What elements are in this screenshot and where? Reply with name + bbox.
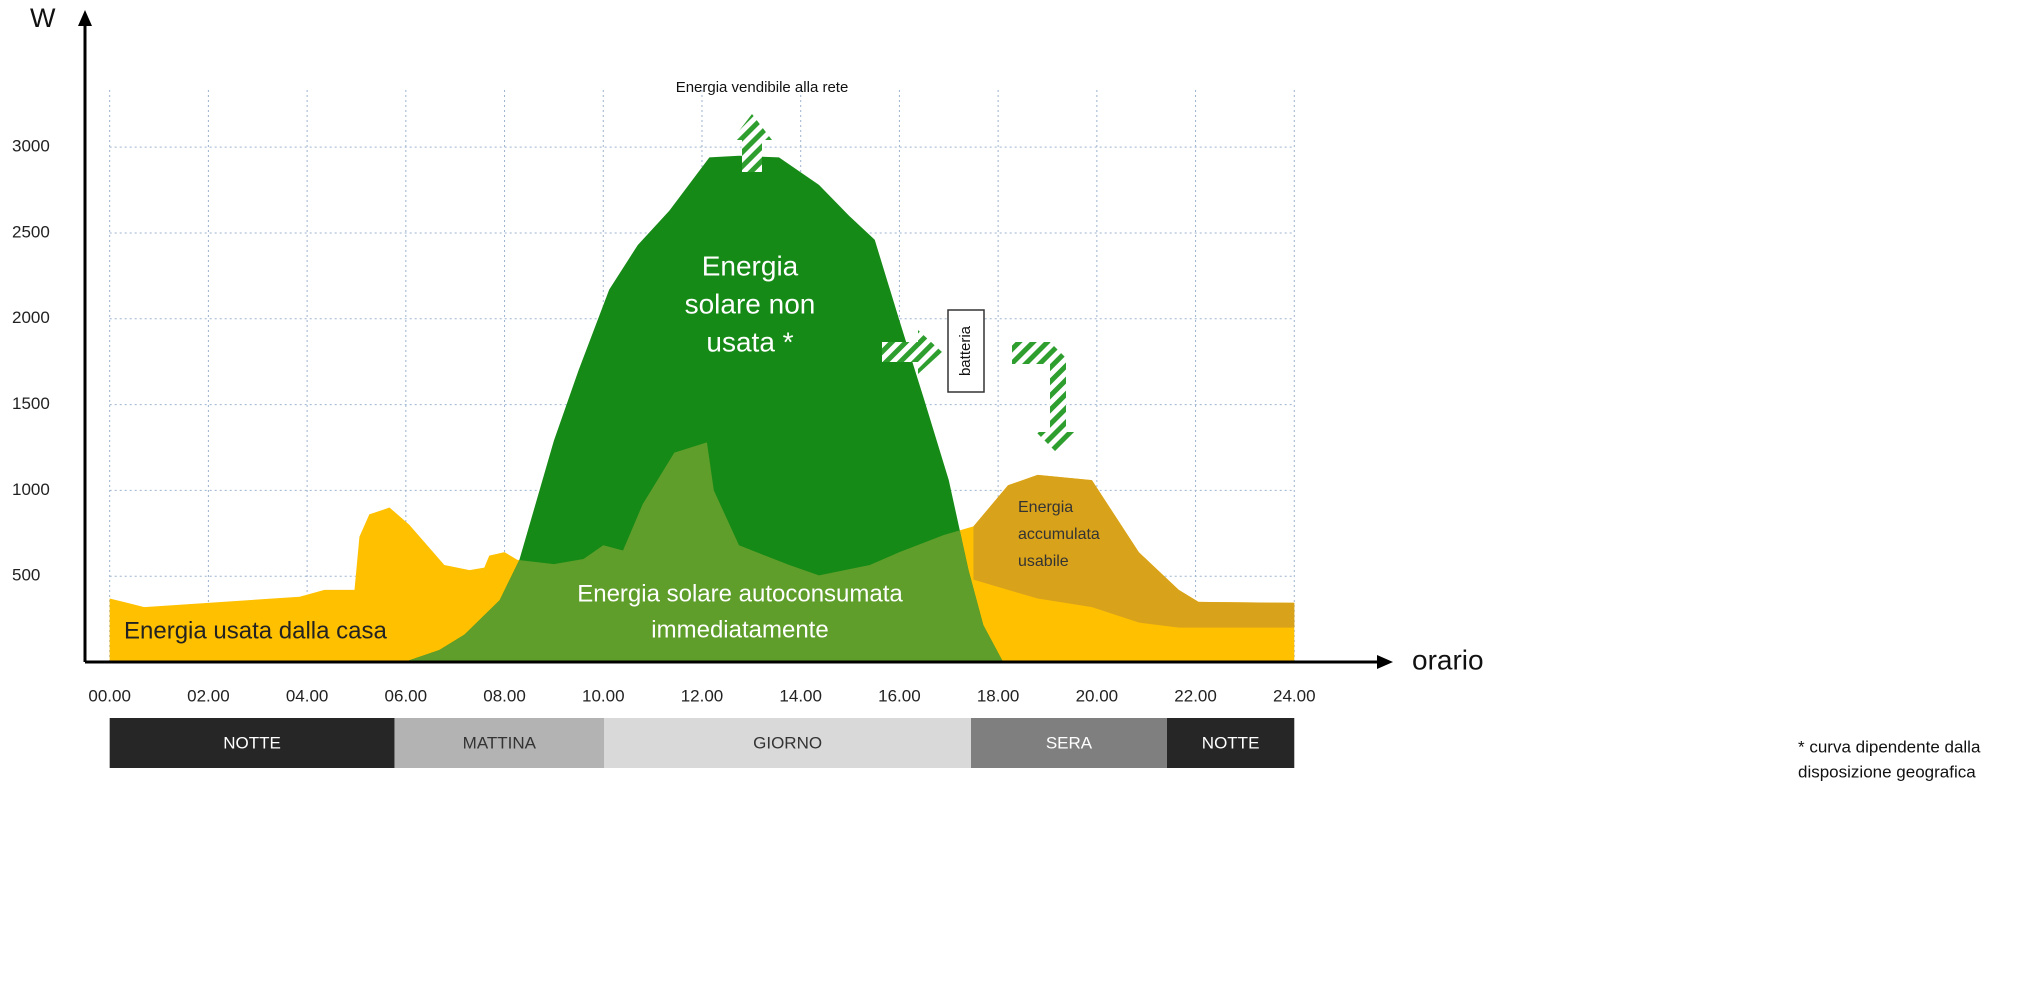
- period-band: [604, 718, 971, 768]
- annotation: batteria: [957, 325, 974, 376]
- labels: 500 1000 1500 2000 2500 3000 00.00 02.00 04.00 06…: [12, 3, 1981, 781]
- period-band: [970, 718, 1167, 768]
- y-tick-label: 2500: [12, 222, 50, 241]
- annotation: Energia vendibile alla rete: [676, 79, 849, 96]
- x-tick-label: 18.00: [977, 686, 1020, 705]
- x-tick-label: 06.00: [385, 686, 428, 705]
- x-tick-label: 12.00: [681, 686, 724, 705]
- series-label: solare non: [685, 288, 816, 319]
- period-label: MATTINA: [463, 733, 537, 752]
- x-tick-label: 00.00: [88, 686, 131, 705]
- note: * curva dipendente dalla: [1798, 737, 1981, 756]
- x-tick-label: 10.00: [582, 686, 625, 705]
- period-band: [1166, 718, 1295, 768]
- series-label: immediatamente: [651, 616, 828, 643]
- period-label: GIORNO: [753, 733, 822, 752]
- series-label: Energia: [702, 250, 799, 281]
- period-label: NOTTE: [1202, 733, 1260, 752]
- y-axis-label: W: [30, 3, 56, 33]
- x-axis-label: orario: [1412, 644, 1484, 675]
- series-label: Energia solare autoconsumata: [577, 580, 903, 607]
- period-band: [109, 718, 395, 768]
- y-tick-label: 1000: [12, 480, 50, 499]
- y-tick-label: 3000: [12, 137, 50, 156]
- y-tick-label: 1500: [12, 394, 50, 413]
- period-band: [394, 718, 605, 768]
- series-label: usabile: [1018, 553, 1069, 570]
- series-label: Energia: [1018, 499, 1073, 516]
- y-tick-label: 500: [12, 566, 40, 585]
- x-tick-label: 02.00: [187, 686, 230, 705]
- x-axis-arrow: [1377, 655, 1393, 669]
- x-tick-label: 24.00: [1273, 686, 1316, 705]
- period-label: SERA: [1046, 733, 1093, 752]
- x-tick-label: 08.00: [483, 686, 526, 705]
- solar-area: [404, 155, 1004, 662]
- period-label: NOTTE: [223, 733, 281, 752]
- series-label: Energia usata dalla casa: [124, 617, 387, 644]
- x-tick-label: 20.00: [1076, 686, 1119, 705]
- y-axis-arrow: [78, 10, 92, 26]
- x-tick-label: 14.00: [779, 686, 822, 705]
- series-label: usata *: [706, 326, 793, 357]
- areas: [109, 155, 1295, 662]
- y-tick-label: 2000: [12, 308, 50, 327]
- note: disposizione geografica: [1798, 762, 1976, 781]
- battery-area: [973, 474, 1295, 628]
- battery-box: [947, 309, 985, 393]
- x-tick-label: 22.00: [1174, 686, 1217, 705]
- right-arrow: [882, 330, 942, 374]
- series-label: accumulata: [1018, 526, 1100, 543]
- x-tick-label: 16.00: [878, 686, 921, 705]
- x-tick-label: 04.00: [286, 686, 329, 705]
- up-arrow: [732, 114, 772, 172]
- bent-arrow: [1012, 342, 1080, 454]
- arrows: [732, 114, 1080, 454]
